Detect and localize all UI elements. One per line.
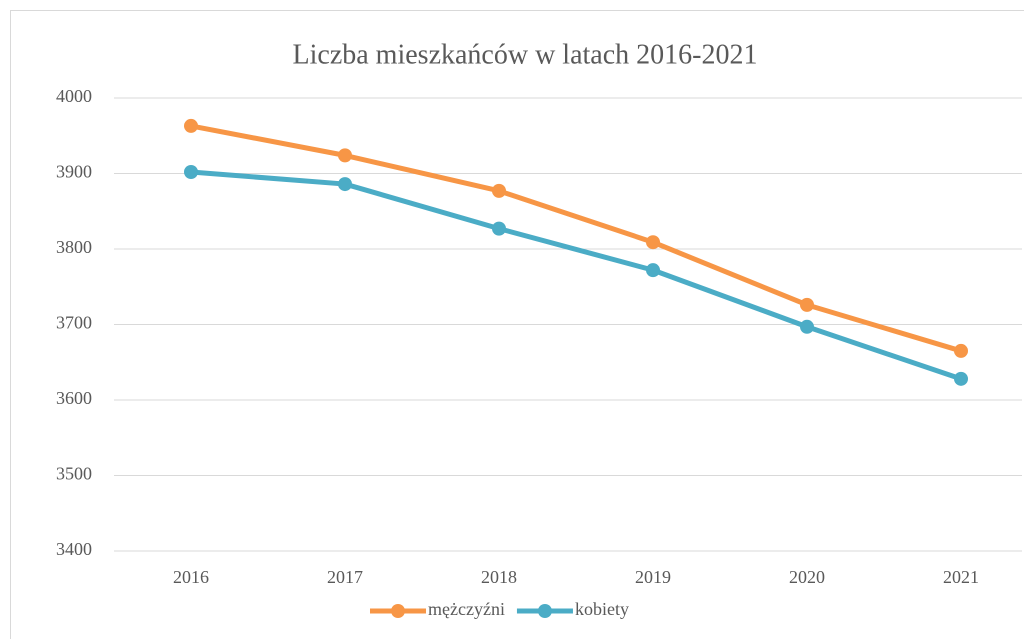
x-tick-label: 2021: [943, 567, 979, 587]
x-tick-label: 2018: [481, 567, 517, 587]
y-tick-label: 3400: [56, 539, 92, 559]
x-tick-label: 2020: [789, 567, 825, 587]
x-tick-label: 2016: [173, 567, 209, 587]
data-point: [184, 164, 198, 179]
data-point: [646, 263, 660, 278]
y-tick-label: 3900: [56, 162, 92, 182]
data-point: [800, 319, 814, 334]
data-point: [492, 183, 506, 198]
data-point: [338, 177, 352, 192]
y-tick-label: 4000: [56, 86, 92, 106]
y-tick-label: 3700: [56, 313, 92, 333]
data-point: [646, 235, 660, 250]
data-point: [954, 343, 968, 358]
series-line: [190, 169, 962, 382]
x-tick-label: 2019: [635, 567, 671, 587]
legend-label: mężczyźni: [428, 599, 505, 619]
legend-marker: [391, 604, 405, 618]
data-point: [492, 221, 506, 236]
y-tick-label: 3800: [56, 237, 92, 257]
legend-marker: [537, 604, 552, 618]
series-line: [190, 123, 962, 354]
y-tick-label: 3500: [56, 464, 92, 484]
chart-title: Liczba mieszkańców w latach 2016-2021: [293, 39, 758, 70]
data-point: [184, 118, 198, 133]
x-tick-label: 2017: [327, 567, 363, 587]
y-tick-label: 3600: [56, 388, 92, 408]
data-point: [800, 297, 814, 312]
data-point: [338, 148, 352, 163]
data-point: [954, 371, 968, 386]
legend-label: kobiety: [575, 599, 629, 619]
